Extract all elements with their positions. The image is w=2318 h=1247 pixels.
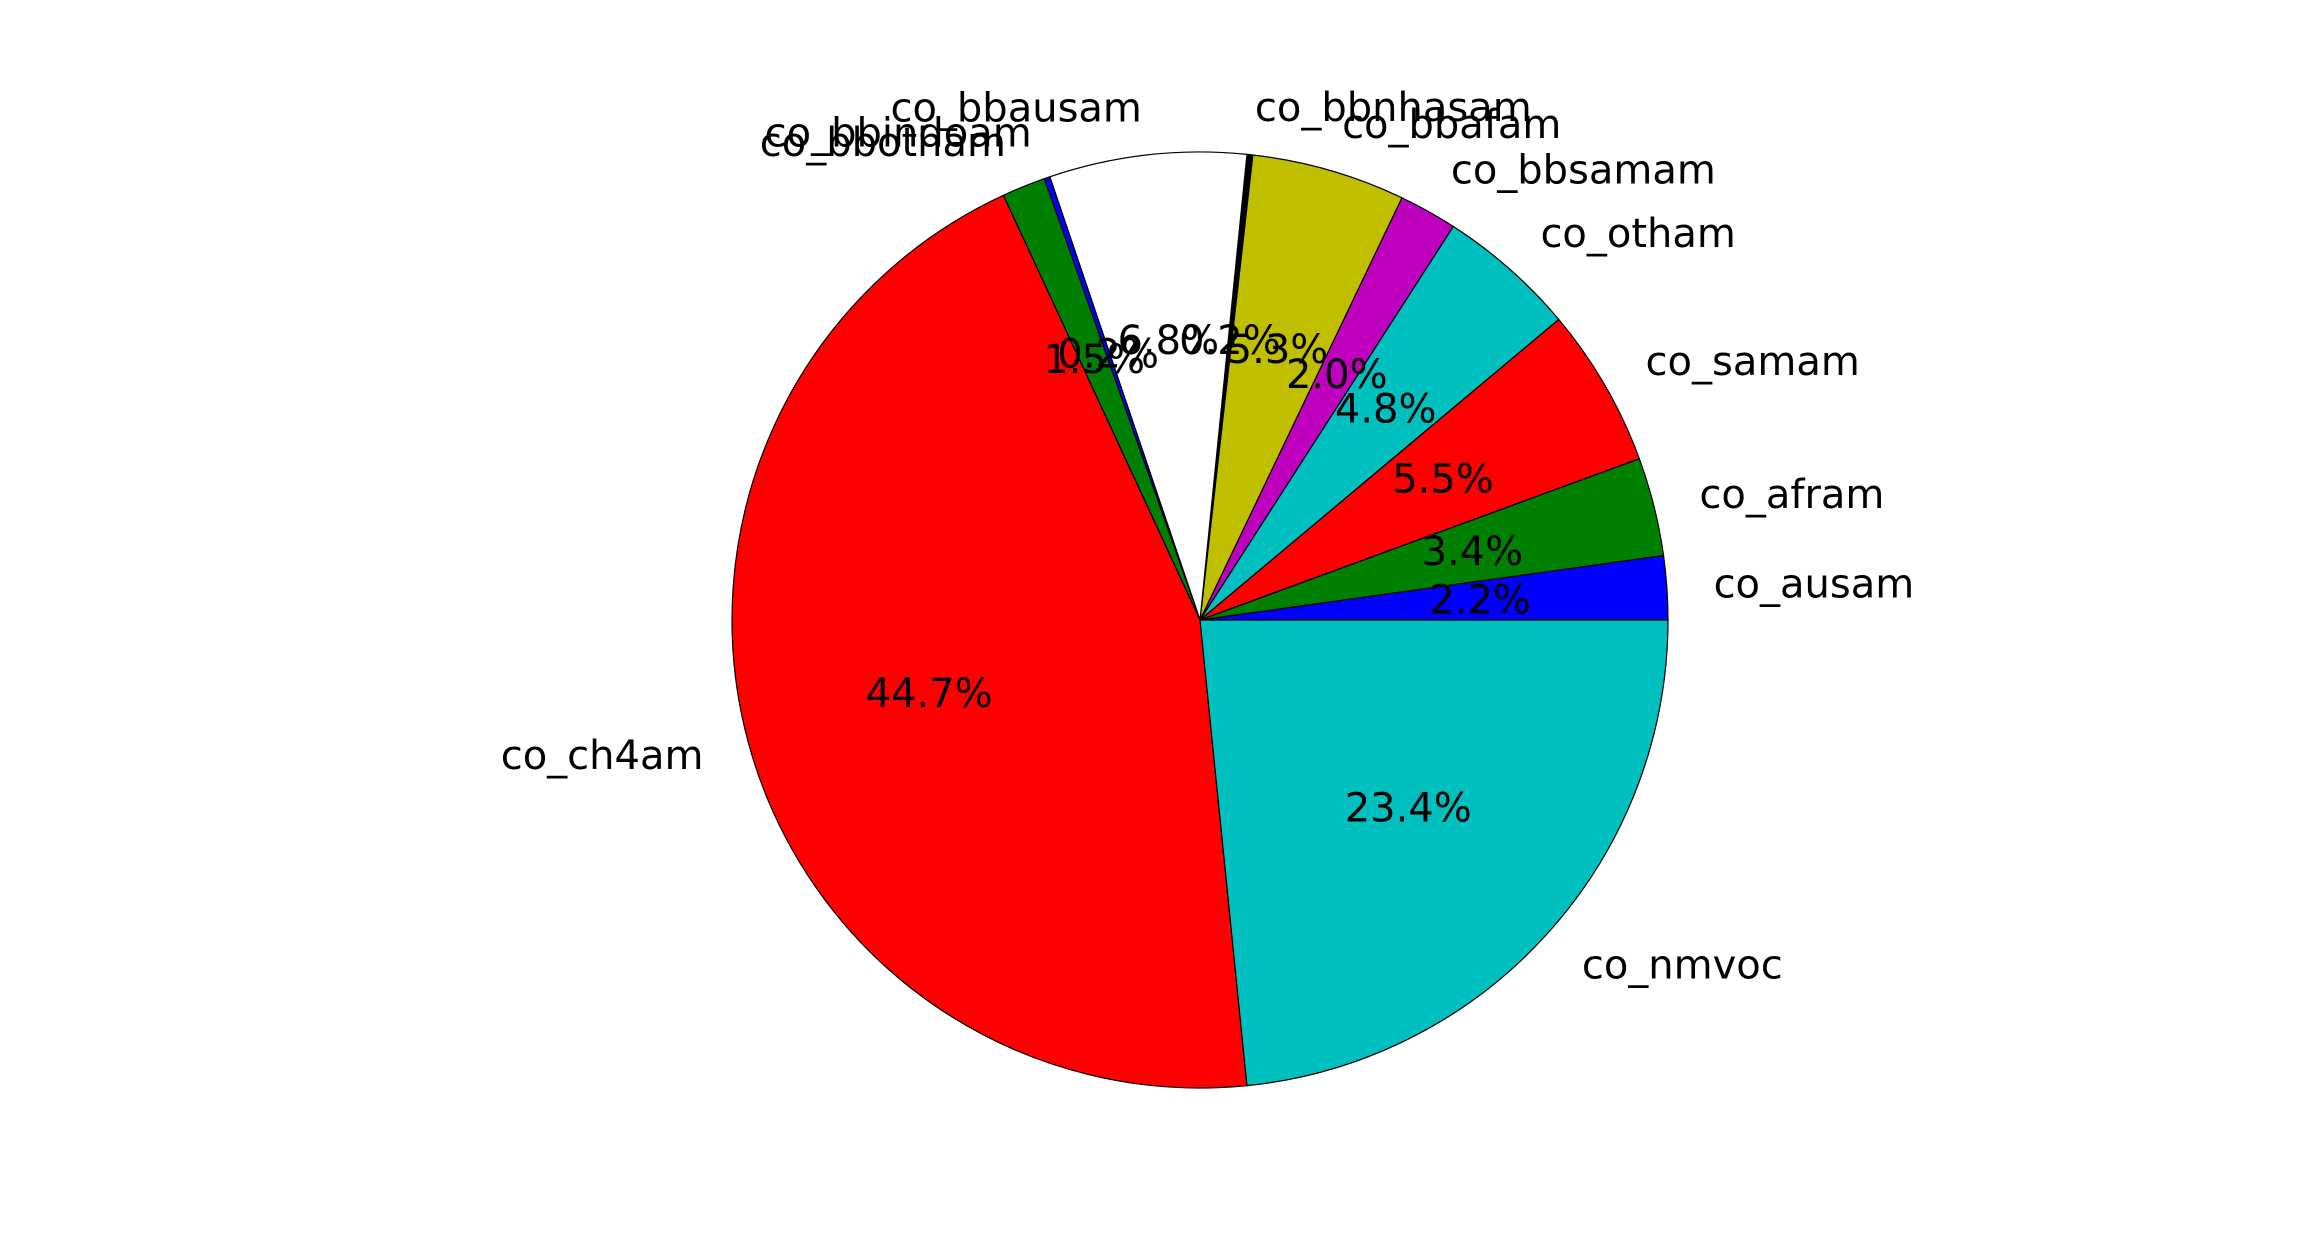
pie-slice-co_bbausam: [1049, 151, 1248, 621]
slice-label-co_afram: co_afram: [1699, 472, 1884, 518]
percent-label-co_nmvoc: 23.4%: [1345, 785, 1472, 831]
percent-labels-layer: 2.2%3.4%5.5%4.8%2.0%5.3%0.2%6.8%0.2%1.5%…: [866, 318, 1531, 832]
slice-label-co_nmvoc: co_nmvoc: [1582, 942, 1783, 988]
pie-slice-co_nmvoc: [1199, 619, 1669, 1087]
percent-label-co_afram: 3.4%: [1422, 529, 1524, 575]
slice-label-co_samam: co_samam: [1646, 339, 1860, 385]
percent-label-co_bbindoam: 0.2%: [1057, 332, 1159, 378]
percent-label-co_bbsamam: 2.0%: [1286, 352, 1388, 398]
slice-label-co_otham: co_otham: [1540, 211, 1735, 257]
percent-label-co_ausam: 2.2%: [1429, 578, 1531, 624]
percent-label-co_otham: 4.8%: [1335, 386, 1437, 432]
pie-slice-co_samam: [1199, 318, 1641, 621]
slice-label-co_bbafam: co_bbafam: [1342, 102, 1561, 148]
slices-layer: [731, 151, 1669, 1089]
slice-label-co_bbotham: co_bbotham: [760, 120, 1006, 166]
slice-label-co_bbausam: co_bbausam: [890, 85, 1141, 131]
percent-label-co_bbausam: 6.8%: [1117, 318, 1219, 364]
percent-label-co_samam: 5.5%: [1392, 456, 1494, 502]
slice-label-co_bbsamam: co_bbsamam: [1451, 147, 1716, 193]
pie-slice-co_bbafam: [1199, 154, 1403, 621]
slice-label-co_bbnhasam: co_bbnhasam: [1255, 85, 1532, 131]
percent-label-co_bbotham: 1.5%: [1043, 337, 1145, 383]
percent-label-co_bbafam: 5.3%: [1227, 327, 1329, 373]
percent-label-co_ch4am: 44.7%: [866, 671, 993, 717]
pie-slice-co_ch4am: [731, 194, 1248, 1089]
slice-label-co_ausam: co_ausam: [1714, 561, 1915, 607]
slice-labels-layer: co_ausam co_afram co_samam co_otham co_bbsam…: [501, 85, 1915, 988]
slice-label-co_bbindoam: co_bbindoam: [765, 110, 1032, 156]
percent-label-co_bbnhasam: 0.2%: [1179, 318, 1281, 364]
slice-label-co_ch4am: co_ch4am: [501, 733, 704, 779]
